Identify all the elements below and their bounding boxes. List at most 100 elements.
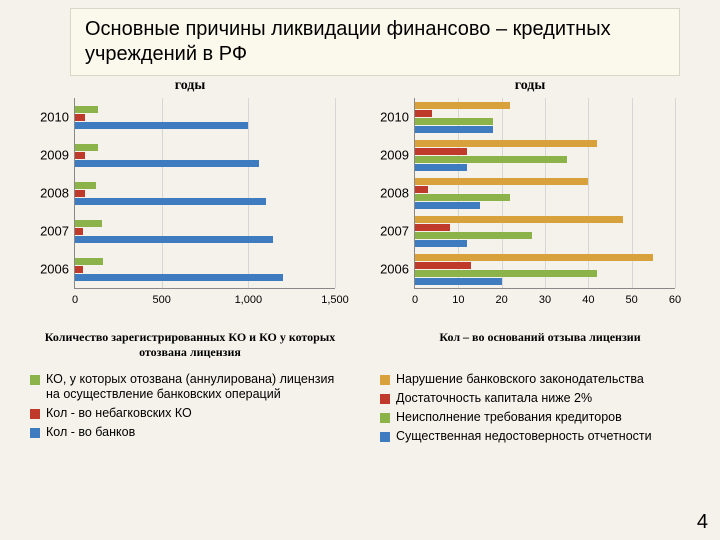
y-tick-label: 2007 [27,224,69,239]
bar [415,126,493,133]
chart-left-plot: 05001,0001,50020102009200820072006 [74,98,335,289]
chart-row: 2006 [75,250,335,288]
chart-left: годы 05001,0001,50020102009200820072006 [20,78,360,328]
x-tick-label: 0 [412,294,418,306]
x-tick-label: 500 [152,294,170,306]
bar [75,114,85,121]
gridline [335,98,336,288]
bar [415,262,471,269]
charts-area: годы 05001,0001,50020102009200820072006 … [20,78,700,328]
bar [75,106,98,113]
bar [415,102,510,109]
bar [75,144,98,151]
y-tick-label: 2008 [27,186,69,201]
legend-swatch [380,432,390,442]
legend-label: Нарушение банковского законодательства [396,372,644,386]
legend-label: Кол - во банков [46,425,135,439]
legend-swatch [30,375,40,385]
bar [415,140,597,147]
bar [75,122,248,129]
chart-row: 2006 [415,250,675,288]
legend-label: Кол - во небагковских КО [46,406,192,420]
legend-item: Существенная недостоверность отчетности [380,429,700,444]
x-tick-label: 10 [452,294,464,306]
legend-label: КО, у которых отозвана (аннулирована) ли… [46,372,334,401]
chart-left-axis-title: годы [20,78,360,94]
gridline [675,98,676,288]
legend-swatch [380,375,390,385]
bar [415,194,510,201]
legend-swatch [30,428,40,438]
bar [75,236,273,243]
bar [75,190,85,197]
legend-item: Неисполнение требования кредиторов [380,410,700,425]
page-title: Основные причины ликвидации финансово – … [70,8,680,76]
legend-label: Достаточность капитала ниже 2% [396,391,592,405]
bar [415,240,467,247]
chart-row: 2008 [75,174,335,212]
x-tick-label: 20 [496,294,508,306]
legend-item: Достаточность капитала ниже 2% [380,391,700,406]
legend-swatch [380,413,390,423]
y-tick-label: 2007 [367,224,409,239]
legend-swatch [380,394,390,404]
bar [75,274,283,281]
x-tick-label: 50 [626,294,638,306]
bar [415,278,502,285]
y-tick-label: 2009 [27,148,69,163]
bar [75,160,259,167]
x-tick-label: 1,500 [321,294,349,306]
bar [415,232,532,239]
y-tick-label: 2006 [367,262,409,277]
y-tick-label: 2008 [367,186,409,201]
bar [75,198,266,205]
chart-right: годы 010203040506020102009200820072006 [360,78,700,328]
y-tick-label: 2010 [367,110,409,125]
legend-left: КО, у которых отозвана (аннулирована) ли… [30,368,350,444]
x-tick-label: 40 [582,294,594,306]
page-number: 4 [697,511,708,534]
chart-row: 2010 [75,98,335,136]
bar [415,178,588,185]
legend-label: Существенная недостоверность отчетности [396,429,652,443]
bar [75,266,83,273]
bar [415,186,428,193]
bar [415,110,432,117]
bar [415,216,623,223]
chart-row: 2007 [75,212,335,250]
legend-item: Нарушение банковского законодательства [380,372,700,387]
x-tick-label: 60 [669,294,681,306]
x-tick-label: 0 [72,294,78,306]
y-tick-label: 2006 [27,262,69,277]
bar [75,182,96,189]
chart-row: 2010 [415,98,675,136]
chart-row: 2008 [415,174,675,212]
bar [415,156,567,163]
chart-right-caption: Кол – во оснований отзыва лицензии [380,330,700,345]
bar [415,164,467,171]
legend-item: КО, у которых отозвана (аннулирована) ли… [30,372,350,402]
chart-row: 2009 [415,136,675,174]
bar [415,202,480,209]
x-tick-label: 1,000 [235,294,263,306]
bar [75,228,83,235]
x-tick-label: 30 [539,294,551,306]
bar [415,270,597,277]
y-tick-label: 2010 [27,110,69,125]
chart-right-axis-title: годы [360,78,700,94]
bar [415,254,653,261]
bar [75,152,85,159]
chart-right-plot: 010203040506020102009200820072006 [414,98,675,289]
legend-item: Кол - во небагковских КО [30,406,350,421]
bar [75,258,103,265]
chart-row: 2009 [75,136,335,174]
legend-right: Нарушение банковского законодательства До… [380,368,700,448]
chart-left-caption: Количество зарегистрированных КО и КО у … [30,330,350,360]
chart-row: 2007 [415,212,675,250]
legend-item: Кол - во банков [30,425,350,440]
legend-label: Неисполнение требования кредиторов [396,410,622,424]
bar [415,148,467,155]
bar [415,224,450,231]
legend-swatch [30,409,40,419]
bar [415,118,493,125]
